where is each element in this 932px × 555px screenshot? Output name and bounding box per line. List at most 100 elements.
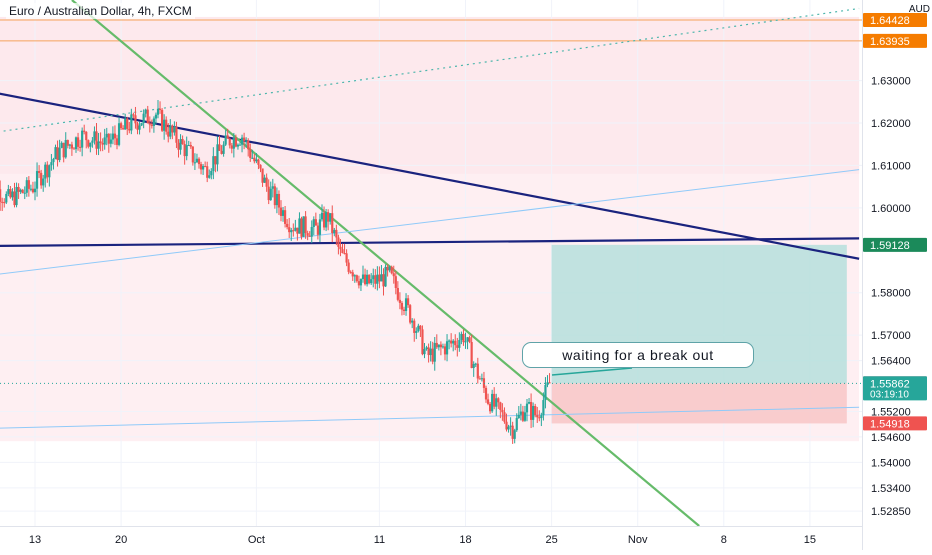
price-marker-label-bg [863, 13, 927, 28]
candle-body [46, 164, 49, 178]
y-tick-label: 1.53400 [871, 483, 911, 495]
candle-body [1, 201, 4, 203]
annotation-callout[interactable]: waiting for a break out [522, 342, 754, 368]
price-marker-label: 1.55862 [870, 378, 910, 390]
candle-body [396, 287, 399, 300]
candle-body [325, 212, 328, 228]
candle-body [456, 345, 459, 348]
candle-body [167, 131, 170, 137]
candle-body [450, 340, 453, 344]
candle-body [111, 133, 114, 140]
candle-body [318, 219, 322, 235]
candle-body [478, 378, 481, 380]
candle-body [513, 430, 516, 439]
candle-body [0, 189, 2, 202]
candle-body [87, 140, 90, 147]
range-zone [0, 16, 860, 174]
candle-body [152, 118, 155, 126]
candle-body [52, 159, 55, 163]
candle-body [85, 131, 88, 141]
candle-body [394, 276, 397, 288]
price-marker-label: 1.64428 [870, 15, 910, 27]
candle-body [505, 421, 508, 430]
candle-body [527, 402, 531, 404]
candle-body [320, 212, 324, 220]
candle-body [468, 337, 471, 343]
candle-body [400, 302, 404, 310]
candle-body [322, 212, 326, 228]
candle-body [238, 144, 242, 146]
candle-body [517, 414, 520, 419]
candle-body [298, 218, 301, 234]
candle-body [435, 342, 438, 348]
candle-body [382, 274, 385, 287]
candle-body [417, 325, 420, 332]
candle-body [493, 393, 496, 407]
candle-body [495, 398, 498, 407]
y-tick-label: 1.60000 [871, 203, 911, 215]
candle-body [220, 150, 223, 154]
candle-body [433, 342, 436, 362]
candle-body [13, 191, 16, 206]
candle-body [259, 164, 262, 169]
candle-body [384, 266, 387, 287]
candle-body [163, 119, 166, 131]
candle-body [243, 137, 246, 141]
candle-body [454, 340, 457, 346]
candle-body [523, 412, 527, 421]
candle-body [419, 325, 422, 330]
candle-body [19, 189, 22, 192]
candle-body [25, 180, 28, 193]
candle-body [427, 347, 430, 356]
candle-body [40, 172, 43, 186]
candle-body [130, 114, 133, 131]
candle-body [286, 223, 289, 228]
candle-body [499, 402, 502, 410]
candle-body [509, 425, 512, 427]
candle-body [359, 279, 363, 286]
candle-body [314, 219, 317, 226]
candle-body [310, 227, 313, 237]
candle-body [183, 144, 186, 157]
candle-body [185, 145, 188, 157]
steep-downtrend-line [71, 0, 700, 526]
candle-body [431, 348, 434, 362]
x-tick-label: Nov [628, 534, 648, 546]
candle-body [458, 339, 461, 348]
candle-body [263, 177, 266, 183]
candle-body [72, 148, 76, 150]
candle-body [503, 412, 506, 422]
candle-body [38, 171, 41, 173]
candle-body [542, 400, 545, 416]
candle-body [165, 119, 168, 132]
candle-body [249, 149, 252, 158]
candle-body [117, 123, 121, 145]
countdown-label: 03:19:10 [870, 389, 909, 400]
candle-body [441, 346, 445, 348]
candle-body [429, 348, 432, 356]
candle-body [240, 137, 244, 145]
candle-body [5, 193, 8, 203]
candle-body [113, 133, 117, 139]
candle-body [357, 281, 360, 286]
candle-body [109, 139, 112, 144]
candle-body [335, 229, 338, 238]
candle-body [277, 193, 281, 208]
candle-body [60, 142, 63, 148]
candle-body [204, 166, 207, 168]
x-tick-label: 25 [545, 534, 557, 546]
candle-body [144, 109, 147, 114]
candle-body [107, 133, 110, 144]
candle-body [290, 230, 293, 233]
candle-body [279, 207, 283, 216]
candle-body [448, 340, 451, 342]
price-marker-label: 1.63935 [870, 36, 910, 48]
candle-body [413, 320, 416, 333]
candle-body [284, 210, 287, 224]
candle-body [355, 275, 358, 282]
candle-body [480, 378, 483, 380]
candle-body [281, 210, 285, 216]
candle-body [421, 329, 424, 355]
